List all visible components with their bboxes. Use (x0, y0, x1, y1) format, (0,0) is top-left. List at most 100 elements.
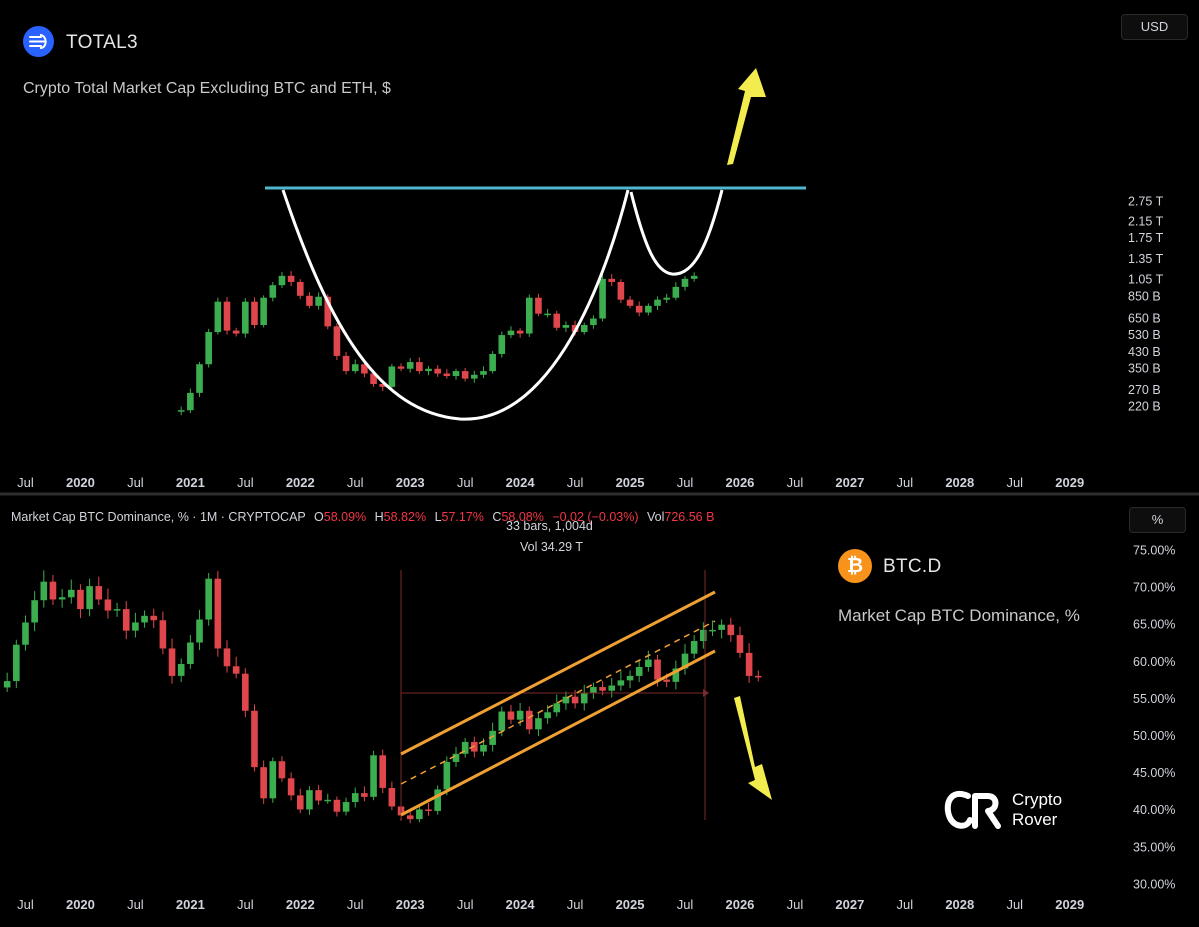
candle-2022-05 (333, 799, 341, 812)
candle-2024-03 (535, 718, 542, 730)
candle-2025-08 (690, 275, 698, 279)
candle-2023-01 (406, 362, 414, 369)
candle-2023-11 (498, 335, 506, 354)
candle-2023-12 (507, 330, 515, 336)
candle-2020-05 (113, 609, 121, 611)
candle-2024-10 (599, 687, 606, 691)
candle-2024-06 (562, 325, 570, 328)
legend-title[interactable]: Market Cap BTC Dominance, % · 1M · CRYPT… (11, 510, 306, 524)
candle-2026-03 (754, 675, 762, 678)
candle-2020-03 (95, 586, 103, 600)
candle-2023-04 (434, 789, 441, 811)
candle-2025-02 (635, 666, 643, 676)
candle-2021-11 (278, 275, 286, 286)
btcd-price-label-0: 75.00% (1133, 544, 1175, 558)
legend-close-label: C (492, 510, 502, 524)
total3-time-label-4: Jul (237, 475, 254, 490)
candle-2022-05 (333, 326, 341, 356)
candle-2025-01 (626, 299, 634, 306)
candle-2019-05 (3, 681, 11, 688)
candle-2023-09 (480, 744, 487, 752)
candle-2022-11 (388, 787, 396, 807)
candle-2022-02 (306, 790, 313, 810)
candle-2021-12 (287, 275, 295, 282)
candle-2019-10 (49, 581, 57, 600)
candle-2021-07 (242, 673, 249, 711)
legend-close-value: 58.08% (501, 510, 544, 524)
total3-time-label-8: Jul (457, 475, 474, 490)
candle-2021-09 (260, 767, 267, 799)
candle-2022-10 (379, 755, 387, 788)
candle-2022-03 (315, 296, 322, 306)
candle-2019-06 (13, 644, 20, 682)
candle-2024-11 (608, 278, 616, 282)
legend-low-label: L (434, 510, 442, 524)
total3-price-label-10: 270 B (1128, 383, 1161, 397)
candle-2021-08 (251, 710, 258, 768)
brand-name-line2: Rover (1012, 810, 1058, 829)
candle-2022-01 (296, 281, 304, 296)
btcd-time-axis[interactable]: Jul 2020 Jul 2021 Jul 2022 Jul 2023 Jul 2024 Jul 20… (17, 897, 1084, 912)
measure-volume-label: Vol 34.29 T (520, 540, 584, 554)
total3-time-label-5: 2022 (286, 475, 315, 490)
total3-time-label-17: 2028 (945, 475, 974, 490)
candle-2022-09 (370, 373, 377, 385)
candle-2024-01 (516, 330, 524, 334)
candle-2024-12 (617, 281, 625, 300)
candle-2022-09 (370, 755, 377, 797)
btcd-time-label-4: Jul (237, 897, 254, 912)
candle-2023-07 (461, 741, 469, 754)
total3-candles (177, 271, 698, 416)
candle-2022-04 (324, 296, 332, 327)
total3-time-label-18: Jul (1006, 475, 1023, 490)
btcd-price-label-8: 35.00% (1133, 840, 1175, 854)
total3-price-label-11: 220 B (1128, 399, 1161, 413)
total3-price-label-3: 1.35 T (1128, 252, 1164, 266)
candle-2020-07 (132, 622, 139, 631)
total3-price-label-9: 350 B (1128, 362, 1161, 376)
candle-2025-04 (654, 659, 661, 680)
btcd-time-label-13: 2026 (725, 897, 754, 912)
btcd-price-label-2: 65.00% (1133, 618, 1175, 632)
total3-time-label-12: Jul (677, 475, 694, 490)
total3-time-label-6: Jul (347, 475, 364, 490)
candle-2023-04 (434, 368, 441, 374)
legend-high-label: H (374, 510, 384, 524)
candle-2023-10 (489, 353, 496, 372)
candle-2020-12 (177, 664, 185, 676)
total3-time-axis[interactable]: Jul 2020 Jul 2021 Jul 2022 Jul 2023 Jul 2024 Jul 20… (17, 475, 1084, 490)
candle-2026-01 (736, 635, 744, 653)
total3-time-label-15: 2027 (835, 475, 864, 490)
total3-time-label-13: 2026 (725, 475, 754, 490)
btcd-time-label-2: Jul (127, 897, 144, 912)
btcd-price-axis[interactable]: 75.00% 70.00% 65.00% 60.00% 55.00% 50.00% 45.0… (1133, 544, 1175, 892)
total3-time-label-16: Jul (897, 475, 914, 490)
candle-2024-05 (553, 703, 561, 713)
candle-2024-08 (580, 325, 588, 333)
percent-scale-button[interactable]: % (1129, 507, 1186, 533)
total3-time-label-19: 2029 (1055, 475, 1084, 490)
candle-2023-01 (406, 815, 414, 820)
candle-2022-03 (315, 790, 322, 801)
btcd-time-label-16: Jul (897, 897, 914, 912)
total3-symbol[interactable]: TOTAL3 (66, 32, 138, 53)
legend-open-label: O (314, 510, 324, 524)
candle-2020-06 (122, 609, 130, 631)
candle-2025-10 (709, 629, 716, 632)
total3-time-label-0: Jul (17, 475, 34, 490)
legend-low-value: 57.17% (441, 510, 484, 524)
crypto-rover-logo (944, 791, 1001, 829)
btcd-time-label-1: 2020 (66, 897, 95, 912)
btcd-legend: Market Cap BTC Dominance, % · 1M · CRYPT… (11, 510, 714, 524)
currency-button[interactable]: USD (1121, 14, 1188, 40)
candle-2021-06 (232, 330, 240, 334)
total3-time-label-3: 2021 (176, 475, 205, 490)
candle-2021-03 (205, 332, 212, 365)
channel-lower-line (400, 649, 716, 817)
total3-price-label-7: 530 B (1128, 328, 1161, 342)
btcd-symbol[interactable]: BTC.D (883, 556, 942, 577)
candle-2023-06 (452, 371, 460, 377)
total3-price-axis[interactable]: 2.75 T 2.15 T 1.75 T 1.35 T 1.05 T 850 B 650 B… (1128, 194, 1164, 413)
cup-curve (281, 189, 630, 421)
